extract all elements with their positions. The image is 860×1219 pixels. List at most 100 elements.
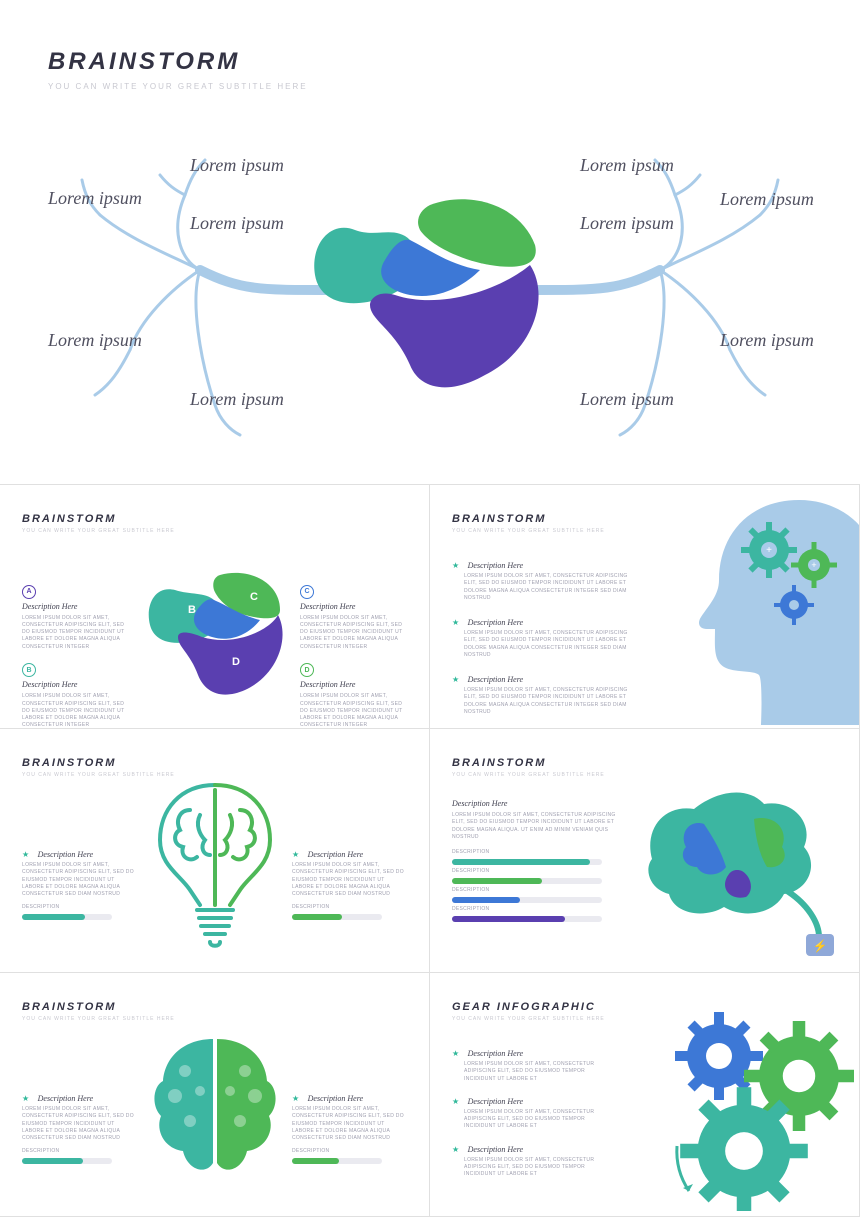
bar-label: DESCRIPTION — [452, 868, 617, 874]
bar-label: DESCRIPTION — [452, 906, 617, 912]
letter-badge: B — [22, 663, 36, 677]
thumb-brain-halves: BRAINSTORM YOU CAN WRITE YOUR GREAT SUBT… — [0, 973, 430, 1217]
thumb-brainstorm-abcd: BRAINSTORM YOU CAN WRITE YOUR GREAT SUBT… — [0, 485, 430, 729]
thumbnail-grid: BRAINSTORM YOU CAN WRITE YOUR GREAT SUBT… — [0, 485, 860, 1217]
branch-label: Lorem ipsum — [720, 330, 814, 351]
brain-label: D — [232, 656, 240, 668]
desc-body: LOREM IPSUM DOLOR SIT AMET, CONSECTETUR … — [300, 693, 410, 729]
desc-body: LOREM IPSUM DOLOR SIT AMET, CONSECTETUR … — [464, 1061, 612, 1083]
desc-body: LOREM IPSUM DOLOR SIT AMET, CONSECTETUR … — [292, 862, 407, 898]
brain-bulb-icon — [145, 775, 285, 955]
star-icon: ★ — [452, 618, 459, 627]
desc-body: LOREM IPSUM DOLOR SIT AMET, CONSECTETUR … — [464, 1109, 612, 1131]
letter-badge: A — [22, 585, 36, 599]
desc-heading: Description Here — [308, 850, 363, 859]
thumb-title: BRAINSTORM — [22, 513, 407, 527]
thumb-subtitle: YOU CAN WRITE YOUR GREAT SUBTITLE HERE — [22, 1016, 407, 1022]
brain-icon — [314, 199, 538, 387]
star-icon: ★ — [452, 1145, 459, 1154]
svg-text:+: + — [811, 560, 816, 570]
brain-abcd-icon: B C A D — [140, 565, 290, 705]
branch-label: Lorem ipsum — [720, 189, 814, 210]
desc-heading: Description Here — [452, 799, 617, 808]
desc-heading: Description Here — [300, 602, 410, 611]
desc-heading: Description Here — [468, 1097, 523, 1106]
star-icon: ★ — [22, 1094, 29, 1103]
desc-body: LOREM IPSUM DOLOR SIT AMET, CONSECTETUR … — [22, 615, 132, 651]
bar-label: DESCRIPTION — [292, 904, 382, 910]
progress-bar — [22, 1158, 112, 1164]
brain-halves-icon — [145, 1031, 285, 1191]
desc-heading: Description Here — [468, 618, 523, 627]
letter-badge: D — [300, 663, 314, 677]
progress-bar — [292, 1158, 382, 1164]
branch-label: Lorem ipsum — [48, 330, 142, 351]
star-icon: ★ — [452, 1049, 459, 1058]
branch-label: Lorem ipsum — [190, 155, 284, 176]
bar-label: DESCRIPTION — [22, 1148, 112, 1154]
progress-bar — [452, 897, 602, 903]
thumb-title: BRAINSTORM — [22, 1001, 407, 1015]
star-icon: ★ — [292, 850, 299, 859]
desc-heading: Description Here — [22, 602, 132, 611]
desc-heading: Description Here — [300, 680, 410, 689]
bar-label: DESCRIPTION — [292, 1148, 382, 1154]
gears-trio-icon — [629, 991, 859, 1211]
thumb-head-gears: BRAINSTORM YOU CAN WRITE YOUR GREAT SUBT… — [430, 485, 860, 729]
branch-label: Lorem ipsum — [580, 213, 674, 234]
desc-body: LOREM IPSUM DOLOR SIT AMET, CONSECTETUR … — [292, 1106, 407, 1142]
hero-title: BRAINSTORM — [48, 48, 240, 77]
progress-bar — [452, 878, 602, 884]
progress-bar — [452, 916, 602, 922]
hero-panel: BRAINSTORM YOU CAN WRITE YOUR GREAT SUBT… — [0, 0, 860, 485]
progress-bar — [452, 859, 602, 865]
progress-bar — [292, 914, 382, 920]
star-icon: ★ — [452, 1097, 459, 1106]
desc-body: LOREM IPSUM DOLOR SIT AMET, CONSECTETUR … — [464, 1157, 612, 1179]
thumb-gear-infographic: GEAR INFOGRAPHIC YOU CAN WRITE YOUR GREA… — [430, 973, 860, 1217]
svg-text:+: + — [766, 545, 772, 556]
bar-label: DESCRIPTION — [452, 849, 617, 855]
desc-heading: Description Here — [468, 1049, 523, 1058]
hero-subtitle: YOU CAN WRITE YOUR GREAT SUBTITLE HERE — [48, 82, 308, 91]
desc-body: LOREM IPSUM DOLOR SIT AMET, CONSECTETUR … — [464, 630, 632, 659]
desc-heading: Description Here — [468, 675, 523, 684]
desc-body: LOREM IPSUM DOLOR SIT AMET, CONSECTETUR … — [22, 1106, 137, 1142]
star-icon: ★ — [452, 675, 459, 684]
bar-label: DESCRIPTION — [22, 904, 112, 910]
desc-body: LOREM IPSUM DOLOR SIT AMET, CONSECTETUR … — [464, 687, 632, 716]
thumb-subtitle: YOU CAN WRITE YOUR GREAT SUBTITLE HERE — [22, 528, 407, 534]
desc-heading: Description Here — [468, 1145, 523, 1154]
desc-heading: Description Here — [38, 850, 93, 859]
progress-bar — [22, 914, 112, 920]
bar-label: DESCRIPTION — [452, 887, 617, 893]
hero-graphic: Lorem ipsum Lorem ipsum Lorem ipsum Lore… — [0, 140, 860, 460]
branch-label: Lorem ipsum — [580, 389, 674, 410]
brain-label: B — [188, 604, 196, 616]
desc-body: LOREM IPSUM DOLOR SIT AMET, CONSECTETUR … — [22, 693, 132, 729]
brain-label: C — [250, 591, 258, 603]
thumb-brain-bulb: BRAINSTORM YOU CAN WRITE YOUR GREAT SUBT… — [0, 729, 430, 973]
desc-body: LOREM IPSUM DOLOR SIT AMET, CONSECTETUR … — [300, 615, 410, 651]
desc-heading: Description Here — [468, 561, 523, 570]
desc-heading: Description Here — [22, 680, 132, 689]
star-icon: ★ — [292, 1094, 299, 1103]
letter-badge: C — [300, 585, 314, 599]
branch-label: Lorem ipsum — [48, 188, 142, 209]
desc-body: LOREM IPSUM DOLOR SIT AMET, CONSECTETUR … — [452, 812, 617, 841]
desc-heading: Description Here — [38, 1094, 93, 1103]
thumb-brain-plug: BRAINSTORM YOU CAN WRITE YOUR GREAT SUBT… — [430, 729, 860, 973]
branch-label: Lorem ipsum — [580, 155, 674, 176]
star-icon: ★ — [22, 850, 29, 859]
lightning-icon: ⚡ — [813, 939, 828, 953]
desc-body: LOREM IPSUM DOLOR SIT AMET, CONSECTETUR … — [22, 862, 137, 898]
star-icon: ★ — [452, 561, 459, 570]
thumb-title: BRAINSTORM — [22, 757, 407, 771]
brain-plug-icon: ⚡ — [634, 769, 854, 969]
brain-label: A — [180, 651, 188, 663]
desc-body: LOREM IPSUM DOLOR SIT AMET, CONSECTETUR … — [464, 573, 632, 602]
branch-label: Lorem ipsum — [190, 389, 284, 410]
desc-heading: Description Here — [308, 1094, 363, 1103]
head-silhouette-icon: + + — [649, 495, 859, 725]
branch-label: Lorem ipsum — [190, 213, 284, 234]
